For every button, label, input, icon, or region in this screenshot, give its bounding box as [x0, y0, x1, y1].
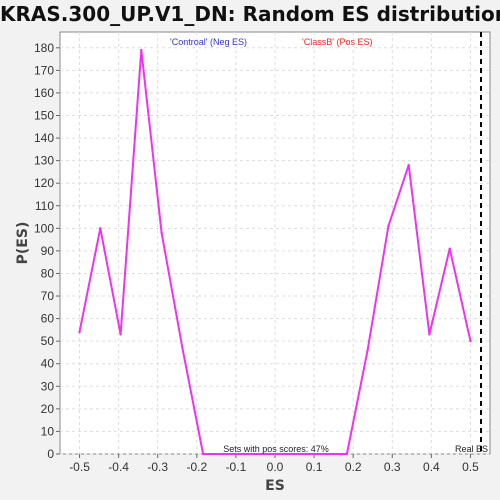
data-point	[181, 346, 184, 350]
data-point	[263, 452, 267, 456]
y-tick-label: 170	[34, 63, 54, 77]
y-tick-label: 180	[34, 41, 54, 55]
legend-entry-pos: 'ClassB' (Pos ES)	[302, 37, 372, 47]
y-tick-label: 30	[41, 379, 55, 393]
y-tick-label: 110	[35, 199, 54, 213]
x-tick-label: -0.4	[108, 460, 129, 474]
y-tick-label: 20	[41, 402, 55, 416]
y-tick-label: 140	[34, 131, 54, 145]
data-point	[448, 247, 451, 250]
data-point	[407, 163, 410, 167]
y-tick-label: 50	[41, 334, 55, 348]
pos-scores-annotation: Sets with pos scores: 47%	[223, 444, 329, 454]
axes: 0 10 20 30 40 50 60 70 80 90 100 110 120 130 140 150 160…	[34, 41, 479, 474]
x-tick-label: -0.2	[186, 460, 207, 474]
data-point	[428, 333, 431, 336]
x-tick-label: 0.1	[306, 460, 323, 474]
x-tick-label: 0.5	[462, 460, 479, 474]
data-point	[160, 231, 163, 235]
data-point	[304, 452, 308, 456]
x-tick-label: -0.3	[147, 460, 168, 474]
y-tick-label: 130	[34, 154, 54, 168]
y-tick-label: 80	[41, 266, 55, 280]
y-tick-label: 120	[34, 176, 54, 190]
y-tick-label: 10	[41, 424, 55, 438]
legend-entry-neg: 'Controal' (Neg ES)	[170, 37, 247, 47]
y-tick-label: 40	[41, 357, 55, 371]
data-point	[201, 452, 205, 456]
y-tick-label: 100	[34, 221, 54, 235]
x-tick-label: 0.4	[423, 460, 440, 474]
data-point	[469, 339, 472, 343]
x-tick-label: -0.1	[226, 460, 247, 474]
data-point	[78, 330, 81, 334]
data-point	[283, 452, 287, 456]
y-axis-label: P(ES)	[15, 222, 31, 265]
data-point	[222, 452, 225, 456]
data-point	[387, 224, 390, 228]
data-point	[140, 48, 143, 52]
data-point	[345, 452, 349, 456]
x-tick-label: 0.3	[384, 460, 401, 474]
x-tick-label: 0.2	[345, 460, 362, 474]
chart-title: KRAS.300_UP.V1_DN: Random ES distributio…	[0, 2, 500, 26]
data-point	[119, 333, 122, 336]
y-tick-label: 70	[41, 289, 55, 303]
data-point	[325, 452, 328, 456]
y-tick-label: 150	[34, 108, 54, 122]
y-tick-label: 90	[41, 244, 55, 258]
series-layer	[78, 48, 472, 456]
grid-lines	[60, 32, 490, 455]
data-point	[99, 227, 102, 230]
x-tick-label: 0.0	[267, 460, 284, 474]
data-point	[366, 348, 369, 352]
y-tick-label: 0	[47, 447, 54, 461]
y-tick-label: 160	[34, 86, 54, 100]
x-axis-label: ES	[265, 478, 285, 494]
y-tick-label: 60	[41, 312, 55, 326]
x-tick-label: -0.5	[69, 460, 90, 474]
data-point	[242, 452, 246, 456]
series-line	[78, 49, 472, 455]
real-es-label: Real ES	[455, 444, 488, 454]
